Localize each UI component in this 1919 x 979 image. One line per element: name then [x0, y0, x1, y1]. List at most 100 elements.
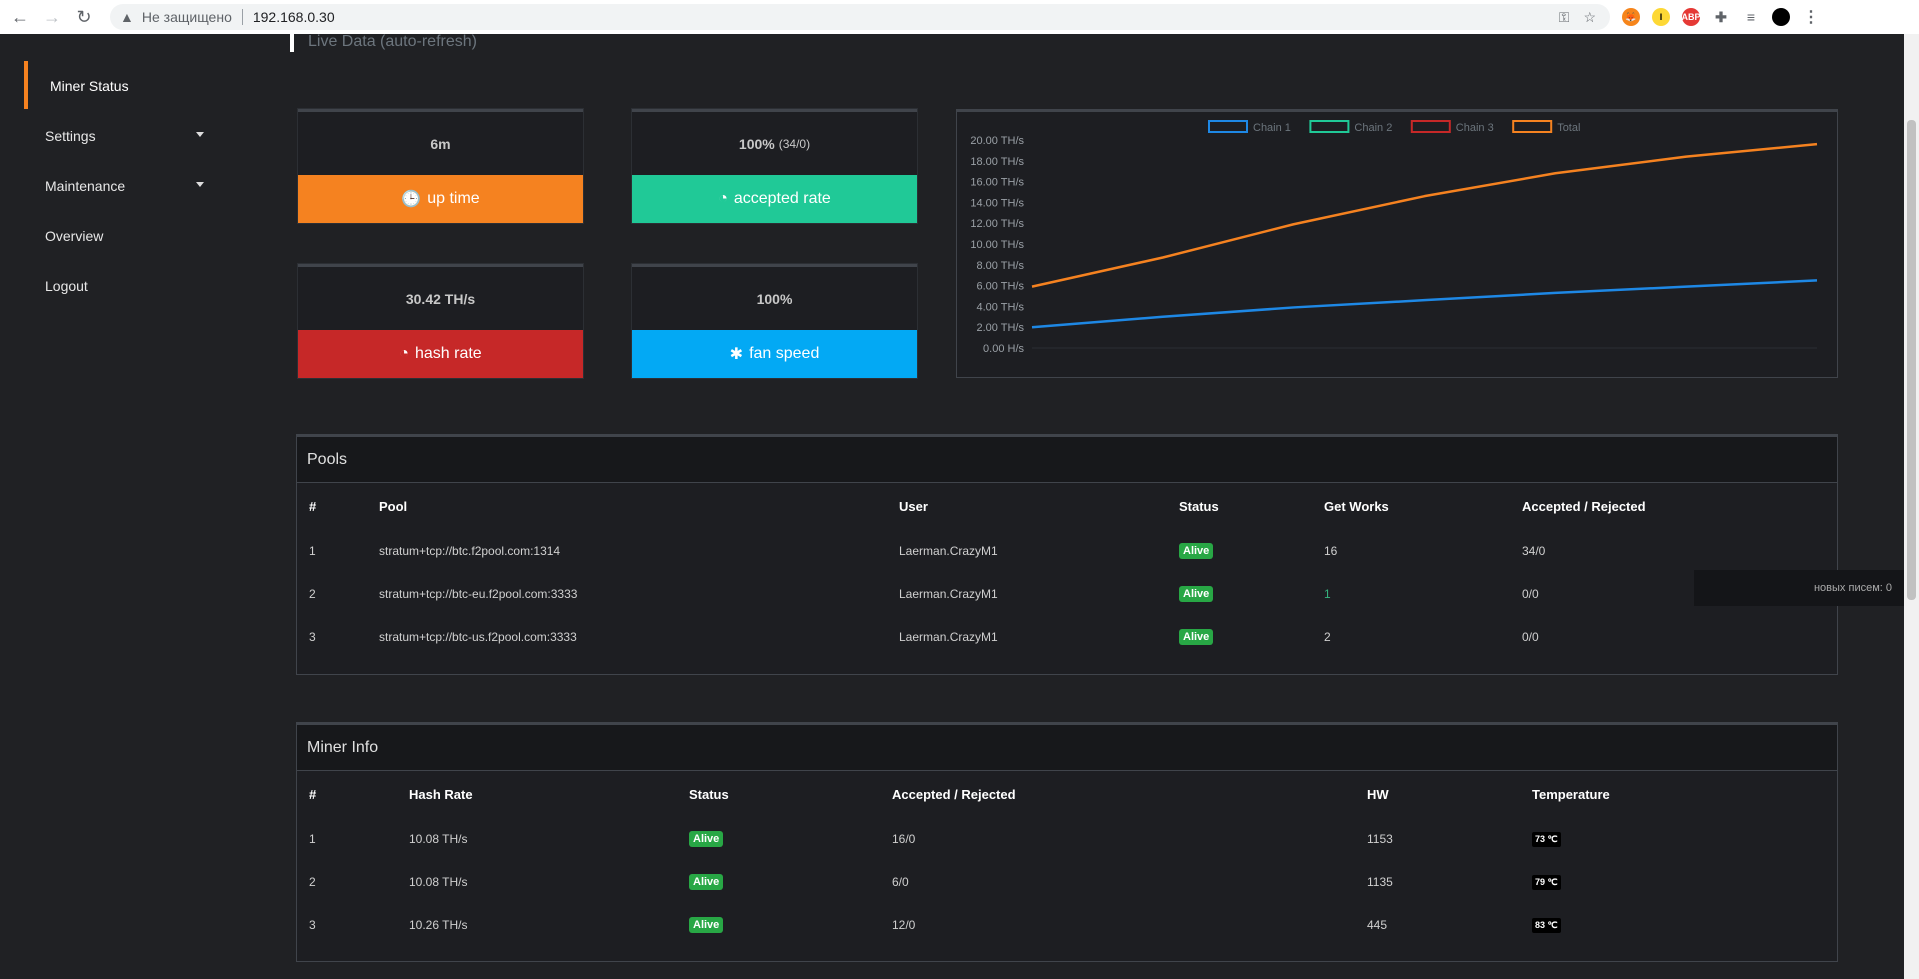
chevron-down-icon[interactable]: [196, 182, 204, 187]
status-badge: Alive: [689, 830, 724, 847]
chain-ar: 16/0: [892, 831, 916, 846]
hashrate-label: hash rate: [414, 345, 482, 362]
warning-icon[interactable]: ▲: [120, 9, 134, 25]
uptime-label: up time: [427, 190, 480, 207]
legend-label[interactable]: Chain 3: [1456, 122, 1494, 134]
col-header: Status: [1179, 498, 1219, 514]
legend-swatch[interactable]: [1512, 120, 1553, 133]
temp-badge: 83 ℃: [1532, 917, 1561, 933]
scrollbar[interactable]: [1904, 34, 1919, 979]
uptime-label-bar: 🕒 up time: [298, 175, 583, 223]
chain-status: Alive: [677, 817, 880, 860]
puzzle-icon[interactable]: ✚: [1715, 8, 1727, 25]
legend-label[interactable]: Chain 1: [1253, 122, 1291, 134]
col-header: Pool: [379, 498, 408, 514]
pool-works: 2: [1324, 629, 1331, 644]
url-text[interactable]: 192.168.0.30: [252, 9, 335, 25]
chain-num: 1: [309, 831, 316, 846]
table-row: 1 10.08 TH/s Alive 16/0 1153 73 ℃: [297, 817, 1837, 860]
pools-panel: Pools # Pool User Status Get Works Accep…: [296, 434, 1838, 675]
chain-num: 3: [309, 917, 316, 932]
table-row: 3 stratum+tcp://btc-us.f2pool.com:3333 L…: [297, 615, 1837, 658]
asterisk-icon: ✱: [729, 346, 744, 363]
status-badge: Alive: [1179, 542, 1214, 559]
sidebar-item-miner-status[interactable]: Miner Status: [50, 78, 129, 94]
pool-ar: 0/0: [1522, 586, 1539, 601]
miner-info-table: # Hash Rate Status Accepted / Rejected H…: [297, 771, 1837, 946]
pools-title: Pools: [297, 437, 1837, 483]
miner-info-panel: Miner Info # Hash Rate Status Accepted /…: [296, 722, 1838, 962]
chain-status: Alive: [677, 903, 880, 946]
avatar[interactable]: [1772, 8, 1790, 26]
table-header-row: # Pool User Status Get Works Accepted / …: [297, 483, 1837, 529]
clock-icon: 🕒: [401, 191, 422, 208]
status-badge: Alive: [689, 873, 724, 890]
pool-works: 16: [1324, 543, 1338, 558]
accepted-value: 100%: [738, 135, 775, 152]
status-badge: Alive: [1179, 585, 1214, 602]
y-tick-label: 8.00 TH/s: [977, 260, 1025, 272]
col-header: Hash Rate: [409, 786, 473, 802]
menu-icon[interactable]: ⋮: [1803, 9, 1819, 26]
miner-info-title: Miner Info: [297, 725, 1837, 771]
scrollbar-thumb[interactable]: [1907, 120, 1916, 600]
insecure-label: Не защищено: [141, 9, 232, 25]
accepted-label: accepted rate: [733, 190, 831, 207]
extension-i-icon[interactable]: I: [1652, 8, 1670, 26]
legend-swatch[interactable]: [1208, 120, 1248, 133]
fan-value: 100%: [756, 290, 793, 307]
chain-temp: 83 ℃: [1520, 903, 1837, 946]
status-badge: Alive: [689, 916, 724, 933]
legend-swatch[interactable]: [1410, 120, 1451, 133]
hashrate-label-bar: ◔ hash rate: [298, 330, 583, 378]
col-header: #: [309, 786, 317, 802]
back-icon[interactable]: ←: [11, 6, 29, 27]
legend-label[interactable]: Total: [1557, 122, 1580, 134]
y-tick-label: 16.00 TH/s: [970, 177, 1024, 189]
fan-card: 100% ✱ fan speed: [632, 264, 917, 378]
col-header: Accepted / Rejected: [892, 786, 1016, 802]
pool-user: Laerman.CrazyM1: [899, 629, 998, 644]
sidebar-item-settings[interactable]: Settings: [45, 128, 96, 144]
chain-hw: 1153: [1367, 831, 1393, 846]
gauge-icon: ◔: [718, 190, 728, 207]
table-row: 2 stratum+tcp://btc-eu.f2pool.com:3333 L…: [297, 572, 1837, 615]
pool-status: Alive: [1167, 615, 1312, 658]
active-indicator: [24, 61, 28, 109]
chevron-down-icon[interactable]: [196, 132, 204, 137]
address-bar[interactable]: ▲ Не защищено 192.168.0.30 ⚿ ☆: [110, 4, 1610, 30]
media-icon[interactable]: ≡: [1746, 9, 1756, 25]
star-icon[interactable]: ☆: [1583, 8, 1596, 25]
sidebar-item-maintenance[interactable]: Maintenance: [45, 178, 126, 194]
series-line: [1031, 279, 1818, 329]
legend-swatch[interactable]: [1309, 120, 1350, 133]
y-tick-label: 12.00 TH/s: [970, 218, 1024, 230]
hashrate-chart: Chain 1 Chain 2 Chain 3 Total 20.00 TH/s 18.0…: [956, 109, 1838, 378]
uptime-value: 6m: [430, 135, 451, 152]
key-icon[interactable]: ⚿: [1558, 8, 1570, 25]
chart-svg: Chain 1 Chain 2 Chain 3 Total 20.00 TH/s 18.0…: [970, 120, 1818, 355]
col-header: User: [899, 498, 928, 514]
sidebar: Miner Status Settings Maintenance Overvi…: [0, 34, 270, 979]
accepted-label-bar: ◔ accepted rate: [632, 175, 917, 223]
pool-url: stratum+tcp://btc-eu.f2pool.com:3333: [379, 586, 578, 601]
hashrate-card: 30.42 TH/s ◔ hash rate: [298, 264, 583, 378]
hashrate-value: 30.42 TH/s: [405, 290, 476, 307]
gauge-icon: ◔: [399, 345, 409, 362]
omnibox-separator: [241, 9, 243, 25]
sidebar-item-logout[interactable]: Logout: [45, 278, 88, 294]
temp-badge: 73 ℃: [1532, 831, 1561, 847]
y-tick-label: 0.00 H/s: [983, 343, 1024, 355]
metamask-icon[interactable]: 🦊: [1622, 8, 1640, 26]
col-header: Temperature: [1532, 786, 1610, 802]
legend-label[interactable]: Chain 2: [1354, 122, 1392, 134]
sidebar-item-overview[interactable]: Overview: [45, 228, 104, 244]
y-tick-label: 10.00 TH/s: [970, 239, 1024, 251]
y-tick-label: 18.00 TH/s: [970, 156, 1024, 168]
accepted-card: 100% (34/0) ◔ accepted rate: [632, 109, 917, 223]
adblock-icon[interactable]: ABP: [1682, 8, 1701, 26]
pool-user: Laerman.CrazyM1: [899, 543, 998, 558]
forward-icon[interactable]: →: [43, 6, 61, 27]
pools-table: # Pool User Status Get Works Accepted / …: [297, 483, 1837, 658]
reload-icon[interactable]: ↻: [76, 6, 92, 27]
